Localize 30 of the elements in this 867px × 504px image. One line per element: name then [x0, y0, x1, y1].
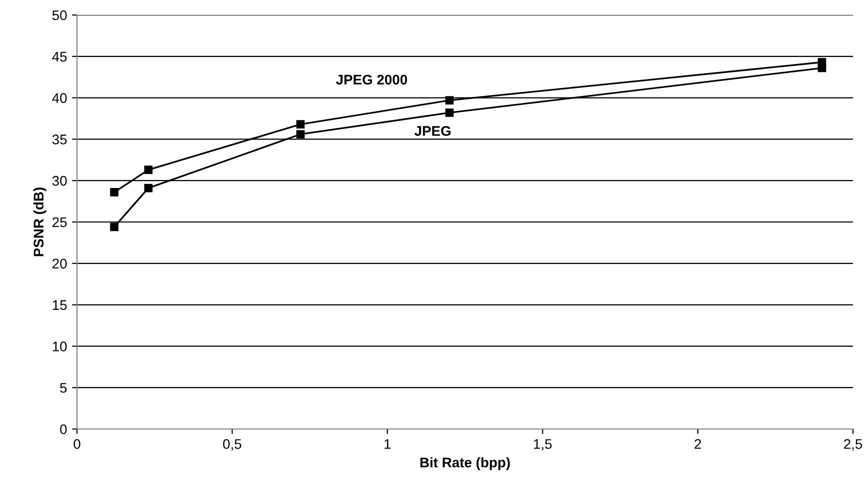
y-tick-label: 40	[52, 93, 67, 103]
y-tick-label: 25	[52, 217, 67, 228]
y-tick-label: 35	[52, 134, 67, 144]
x-tick-label: 0	[74, 439, 80, 449]
series-label: JPEG	[414, 126, 450, 136]
y-tick-label: 50	[52, 10, 67, 20]
point	[144, 184, 153, 192]
point	[110, 188, 118, 196]
y-tick-label: 15	[52, 300, 67, 310]
point	[296, 120, 305, 128]
y-tick-label: 45	[52, 52, 67, 62]
point	[445, 96, 454, 104]
point	[110, 222, 118, 232]
series-label: JPEG 2000	[336, 74, 408, 85]
point	[818, 64, 826, 72]
x-tick-label: 1	[384, 439, 391, 449]
x-tick-label: 0,5	[223, 439, 242, 451]
x-tick-label: 2	[694, 439, 701, 449]
x-tick-label: 2,5	[844, 439, 862, 451]
point	[296, 130, 305, 138]
y-tick-label: 30	[52, 176, 67, 186]
y-tick-label: 0	[60, 424, 67, 434]
y-tick-label: 5	[60, 383, 67, 393]
x-tick-label: 1,5	[534, 439, 552, 451]
point	[144, 166, 153, 174]
y-axis-title: PSNR (dB)	[33, 188, 46, 256]
point	[445, 108, 454, 117]
y-tick-label: 10	[52, 342, 67, 352]
y-tick-label: 20	[52, 258, 67, 269]
x-axis-title: Bit Rate (bpp)	[420, 457, 510, 470]
